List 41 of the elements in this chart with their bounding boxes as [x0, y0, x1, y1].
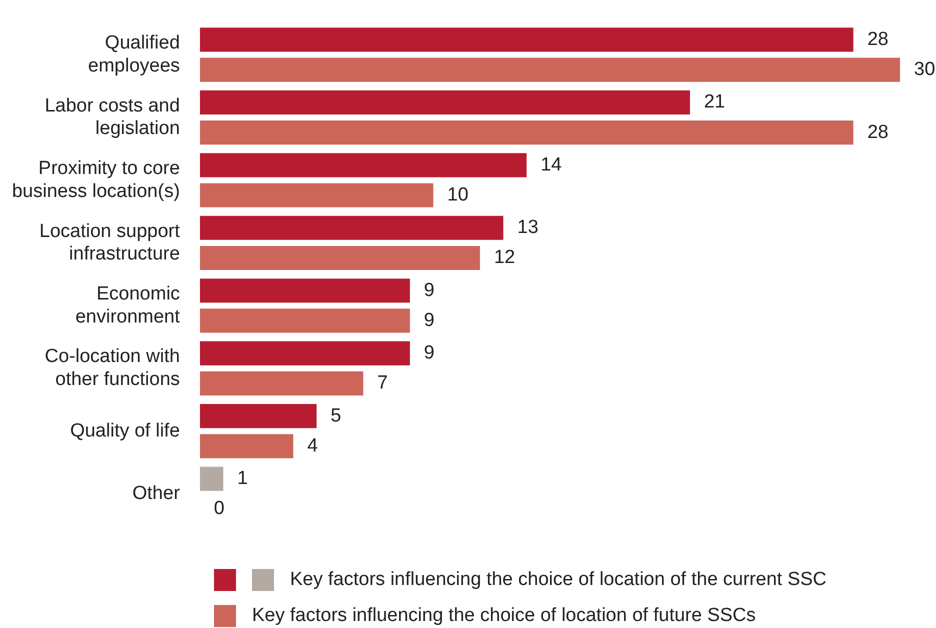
bar	[200, 90, 690, 114]
data-label: 12	[494, 247, 516, 268]
legend-label: Key factors influencing the choice of location of the current SSC	[290, 569, 827, 591]
y-tick-label: Economic environment	[75, 283, 181, 328]
data-label: 30	[914, 59, 936, 80]
y-tick-label: Other	[132, 483, 181, 504]
bar	[200, 183, 434, 208]
data-label: 9	[424, 342, 435, 364]
data-label: 1	[237, 468, 248, 490]
y-tick-label: Quality of life	[70, 420, 180, 442]
y-tick-label: Labor costs and legislation	[44, 95, 180, 140]
bar	[200, 246, 480, 270]
data-label: 5	[330, 405, 342, 426]
data-label: 10	[447, 184, 468, 206]
data-label: 28	[867, 122, 888, 143]
data-label: 4	[307, 435, 318, 456]
y-tick-label: Co-location with other functions	[44, 346, 180, 390]
data-label: 21	[704, 92, 726, 113]
bar	[200, 371, 364, 396]
data-label: 13	[517, 217, 538, 238]
bar	[200, 341, 410, 366]
bar	[200, 28, 854, 52]
data-label: 14	[540, 154, 562, 176]
bar	[200, 58, 900, 82]
bar	[200, 404, 317, 428]
data-label: 7	[377, 372, 388, 394]
bar	[200, 466, 224, 491]
y-tick-label: Proximity to core business location(s)	[12, 158, 180, 202]
legend-label: Key factors influencing the choice of location of future SSCs	[252, 605, 756, 627]
bar	[200, 278, 410, 303]
data-label: 0	[214, 498, 224, 520]
y-tick-label: Location support infrastructure	[39, 220, 181, 265]
bar	[200, 120, 854, 145]
data-label: 9	[424, 310, 435, 331]
bar	[200, 308, 410, 333]
bar	[200, 434, 294, 458]
bar	[200, 216, 504, 240]
data-label: 9	[424, 280, 435, 301]
y-tick-label: Qualified employees	[88, 32, 180, 76]
bar	[200, 153, 527, 178]
data-label: 28	[867, 28, 888, 50]
